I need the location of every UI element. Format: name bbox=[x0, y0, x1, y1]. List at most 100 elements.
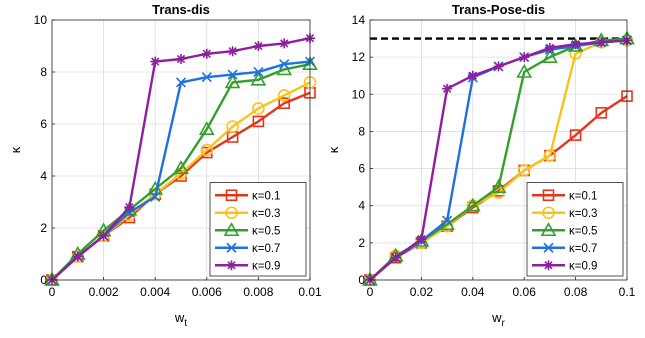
data-point bbox=[150, 191, 161, 202]
legend-entry-2: κ=0.5 bbox=[215, 222, 280, 237]
data-point bbox=[543, 149, 557, 162]
data-point bbox=[279, 59, 290, 70]
data-point bbox=[198, 121, 215, 135]
y-tick-label: 10 bbox=[352, 87, 366, 101]
data-point bbox=[175, 77, 187, 88]
legend-label: κ=0.3 bbox=[252, 208, 280, 220]
y-tick-label: 2 bbox=[40, 221, 47, 235]
y-tick-label: 2 bbox=[358, 236, 365, 250]
legend-marker bbox=[540, 222, 557, 237]
x-axis-label: wr bbox=[491, 310, 505, 329]
legend-marker bbox=[225, 206, 238, 220]
y-tick-label: 8 bbox=[40, 65, 47, 79]
x-tick-label: 0.1 bbox=[619, 285, 636, 299]
data-point bbox=[226, 120, 239, 133]
data-point bbox=[124, 202, 135, 213]
data-point bbox=[517, 164, 531, 177]
data-point bbox=[493, 61, 504, 72]
data-point bbox=[516, 63, 533, 78]
legend-entry-4: κ=0.9 bbox=[215, 260, 280, 272]
data-point bbox=[569, 129, 582, 141]
legend: κ=0.1 κ=0.3 κ=0.5 κ=0.7 κ=0.9 bbox=[526, 182, 624, 277]
legend-label: κ=0.9 bbox=[252, 260, 280, 272]
legend-label: κ=0.9 bbox=[569, 260, 597, 272]
data-point bbox=[542, 49, 558, 63]
data-point bbox=[277, 89, 291, 102]
legend-label: κ=0.1 bbox=[569, 190, 597, 202]
legend-marker bbox=[225, 189, 238, 202]
axes-frame bbox=[51, 19, 311, 281]
legend-marker bbox=[226, 242, 237, 253]
y-axis-label: κ bbox=[326, 146, 341, 153]
data-point bbox=[467, 70, 478, 81]
data-point bbox=[544, 42, 555, 53]
y-tick-label: 10 bbox=[34, 13, 48, 27]
x-axis-label: wt bbox=[174, 310, 187, 329]
legend-entry-0: κ=0.1 bbox=[215, 189, 280, 202]
x-tick-label: 0.08 bbox=[564, 285, 588, 299]
data-point bbox=[253, 66, 264, 78]
chart-trans-dis: 0 0.002 0.004 0.006 0.008 0.01 0 2 4 6 8 10 Trans-di… bbox=[8, 2, 322, 329]
data-point bbox=[278, 97, 291, 109]
legend-label: κ=0.5 bbox=[252, 225, 280, 237]
legend-marker bbox=[226, 260, 237, 271]
data-point bbox=[596, 37, 607, 48]
series-line bbox=[51, 63, 311, 281]
x-tick-label: 0.04 bbox=[461, 285, 485, 299]
legend-label: κ=0.5 bbox=[569, 225, 597, 237]
data-point bbox=[227, 46, 238, 57]
legend-entry-3: κ=0.7 bbox=[215, 242, 280, 255]
axes-frame bbox=[369, 19, 628, 281]
legend-entry-2: κ=0.5 bbox=[532, 222, 597, 237]
legend-label: κ=0.7 bbox=[569, 243, 597, 255]
data-point bbox=[570, 39, 581, 50]
data-point bbox=[150, 56, 161, 67]
data-point bbox=[224, 74, 241, 89]
legend-entry-0: κ=0.1 bbox=[532, 189, 597, 202]
y-tick-label: 6 bbox=[358, 162, 365, 176]
data-point bbox=[98, 230, 109, 241]
x-tick-label: 0.002 bbox=[89, 285, 119, 299]
legend-marker bbox=[542, 206, 555, 220]
chart-title: Trans-Pose-dis bbox=[452, 2, 545, 17]
data-point bbox=[442, 215, 453, 226]
data-point bbox=[200, 143, 214, 157]
y-tick-label: 14 bbox=[352, 13, 366, 27]
x-tick-label: 0.01 bbox=[298, 285, 322, 299]
data-point bbox=[253, 41, 264, 51]
y-tick-label: 0 bbox=[358, 273, 365, 287]
data-point bbox=[176, 54, 186, 64]
y-tick-label: 8 bbox=[358, 124, 365, 138]
legend-label: κ=0.1 bbox=[252, 190, 280, 202]
legend: κ=0.1 κ=0.3 κ=0.5 κ=0.7 κ=0.9 bbox=[209, 182, 307, 277]
data-point bbox=[201, 72, 212, 83]
legend-marker bbox=[542, 189, 555, 202]
y-tick-label: 0 bbox=[40, 273, 47, 287]
y-tick-label: 4 bbox=[40, 169, 47, 183]
data-point bbox=[490, 179, 507, 193]
x-tick-label: 0 bbox=[367, 285, 374, 299]
data-point bbox=[416, 234, 427, 245]
x-tick-label: 0.06 bbox=[513, 285, 537, 299]
x-tick-label: 0 bbox=[49, 285, 56, 299]
data-point bbox=[464, 197, 481, 212]
x-tick-label: 0.008 bbox=[243, 285, 273, 299]
data-point bbox=[227, 69, 238, 80]
data-point bbox=[442, 83, 453, 94]
data-point bbox=[252, 115, 265, 128]
data-point bbox=[595, 107, 608, 119]
data-point bbox=[279, 38, 290, 49]
y-axis-label: κ bbox=[8, 146, 23, 153]
legend-entry-1: κ=0.3 bbox=[532, 206, 597, 220]
x-tick-label: 0.02 bbox=[410, 285, 434, 299]
data-point bbox=[276, 61, 293, 76]
legend-entry-4: κ=0.9 bbox=[532, 260, 597, 272]
legend-marker bbox=[543, 242, 554, 253]
legend-entry-3: κ=0.7 bbox=[532, 242, 597, 255]
legend-marker bbox=[543, 260, 554, 271]
data-point bbox=[252, 102, 265, 115]
x-tick-label: 0.004 bbox=[140, 285, 170, 299]
x-tick-label: 0.006 bbox=[192, 285, 222, 299]
data-point bbox=[201, 48, 212, 59]
